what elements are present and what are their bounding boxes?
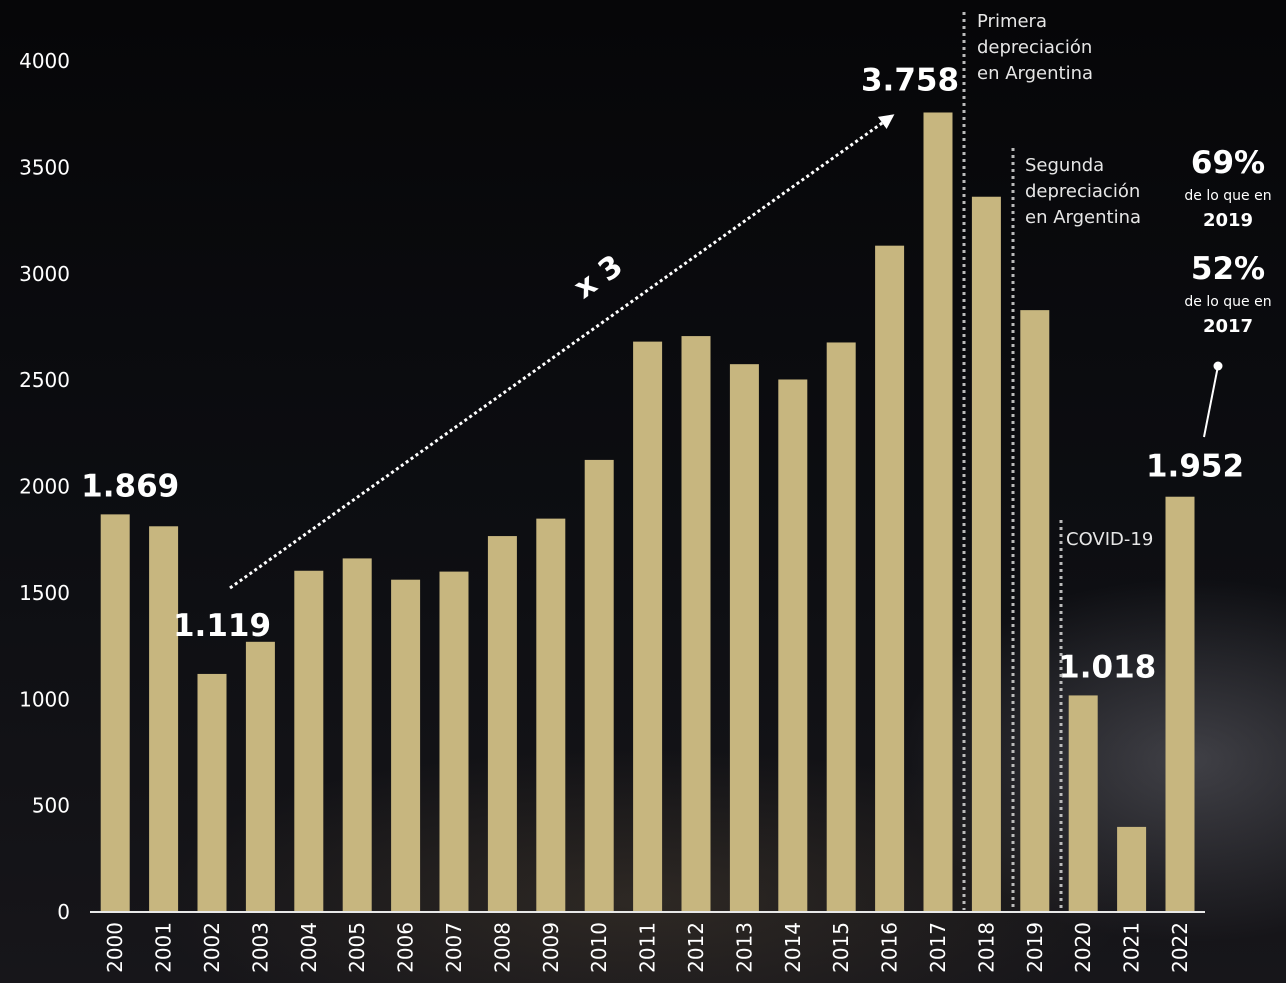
- y-tick-label: 2500: [19, 368, 70, 392]
- bar: [971, 196, 1001, 912]
- data-label: 1.869: [81, 468, 179, 504]
- x-tick-label: 2022: [1168, 922, 1192, 973]
- callout-pointer-dot: [1213, 361, 1223, 371]
- bar: [1117, 826, 1147, 912]
- bars-group: [100, 112, 1195, 913]
- x-tick-label: 2008: [490, 922, 514, 973]
- x-tick-label: 2007: [442, 922, 466, 973]
- first-depreciation-note-line3: en Argentina: [977, 63, 1093, 84]
- comparison-2017-pct: 52%: [1191, 251, 1265, 287]
- bar: [681, 336, 711, 912]
- x-tick-label: 2005: [345, 922, 369, 973]
- comparison-2019-pct: 69%: [1191, 145, 1265, 181]
- covid-note: COVID-19: [1066, 529, 1153, 550]
- x-tick-label: 2001: [152, 922, 176, 973]
- comparison-2019-text: de lo que en: [1184, 188, 1271, 204]
- x-tick-label: 2011: [636, 922, 660, 973]
- x-axis: 2000 2001 2002 2003 2004 2005 2006 2007 2008 2009…: [103, 922, 1192, 973]
- y-tick-label: 3000: [19, 262, 70, 286]
- second-depreciation-note-line2: depreciación: [1025, 181, 1140, 202]
- y-axis: 0 500 1000 1500 2000 2500 3000 3500 4000: [19, 49, 70, 924]
- bar: [1165, 496, 1195, 912]
- y-tick-label: 1000: [19, 687, 70, 711]
- bar: [729, 364, 759, 912]
- x-tick-label: 2019: [1023, 922, 1047, 973]
- bar: [536, 518, 566, 912]
- bar: [1068, 695, 1098, 912]
- second-depreciation-note-line3: en Argentina: [1025, 207, 1141, 228]
- bar: [778, 379, 808, 912]
- x-tick-label: 2006: [394, 922, 418, 973]
- x-tick-label: 2010: [587, 922, 611, 973]
- comparison-2017-year: 2017: [1203, 316, 1253, 337]
- x-tick-label: 2017: [926, 922, 950, 973]
- second-depreciation-note-line1: Segunda: [1025, 155, 1104, 176]
- x-tick-label: 2018: [974, 922, 998, 973]
- first-depreciation-note-line1: Primera: [977, 11, 1047, 32]
- x-tick-label: 2003: [248, 922, 272, 973]
- bar: [100, 514, 130, 912]
- x-tick-label: 2020: [1071, 922, 1095, 973]
- bar: [391, 579, 421, 912]
- bar: [487, 536, 517, 912]
- comparison-2017-text: de lo que en: [1184, 294, 1271, 310]
- bar: [245, 641, 275, 912]
- y-tick-label: 500: [32, 794, 70, 818]
- y-tick-label: 1500: [19, 581, 70, 605]
- bar: [875, 245, 905, 913]
- data-labels: 1.869 1.119 3.758 1.018 1.952: [81, 62, 1244, 685]
- bar: [826, 342, 856, 912]
- x-tick-label: 2009: [539, 922, 563, 973]
- bar: [584, 459, 614, 912]
- y-tick-label: 0: [57, 900, 70, 924]
- data-label: 1.119: [173, 608, 271, 644]
- bar: [439, 571, 469, 912]
- data-label: 3.758: [861, 62, 959, 98]
- y-tick-label: 3500: [19, 155, 70, 179]
- bar: [342, 558, 372, 912]
- bar: [149, 526, 179, 912]
- y-tick-label: 4000: [19, 49, 70, 73]
- comparison-2019-year: 2019: [1203, 210, 1253, 231]
- x-tick-label: 2016: [878, 922, 902, 973]
- callout-pointer-line: [1203, 365, 1219, 438]
- bar: [923, 112, 953, 913]
- growth-multiplier-label: x 3: [568, 248, 630, 306]
- bar: [294, 570, 324, 912]
- x-tick-label: 2021: [1120, 922, 1144, 973]
- first-depreciation-note-line2: depreciación: [977, 37, 1092, 58]
- x-tick-label: 2013: [732, 922, 756, 973]
- bar: [197, 673, 227, 912]
- x-tick-label: 2004: [297, 922, 321, 973]
- x-tick-label: 2000: [103, 922, 127, 973]
- y-tick-label: 2000: [19, 475, 70, 499]
- x-tick-label: 2012: [684, 922, 708, 973]
- data-label: 1.952: [1146, 449, 1244, 485]
- x-tick-label: 2015: [829, 922, 853, 973]
- data-label: 1.018: [1058, 649, 1156, 685]
- x-tick-label: 2002: [200, 922, 224, 973]
- x-tick-label: 2014: [781, 922, 805, 973]
- bar: [633, 341, 663, 912]
- bar: [1020, 310, 1050, 912]
